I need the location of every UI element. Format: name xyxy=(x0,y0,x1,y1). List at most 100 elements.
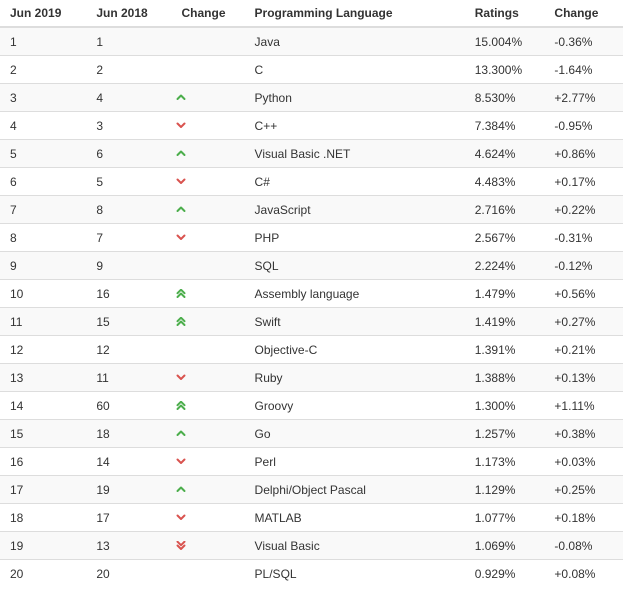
trend-cell xyxy=(172,476,245,504)
table-row: 5 6 Visual Basic .NET 4.624% +0.86% xyxy=(0,140,623,168)
rank-2018-cell: 2 xyxy=(86,56,171,84)
trend-cell xyxy=(172,336,245,364)
rating-cell: 13.300% xyxy=(465,56,545,84)
change-percent-cell: +0.27% xyxy=(544,308,623,336)
change-percent-cell: +0.13% xyxy=(544,364,623,392)
up-chevron-icon xyxy=(176,205,186,215)
change-percent-cell: +0.25% xyxy=(544,476,623,504)
up-chevron-icon xyxy=(176,485,186,495)
rating-cell: 2.716% xyxy=(465,196,545,224)
table-row: 13 11 Ruby 1.388% +0.13% xyxy=(0,364,623,392)
table-row: 10 16 Assembly language 1.479% +0.56% xyxy=(0,280,623,308)
up-double-chevron-icon xyxy=(176,317,186,327)
rating-cell: 1.129% xyxy=(465,476,545,504)
trend-cell xyxy=(172,140,245,168)
trend-cell xyxy=(172,532,245,560)
language-cell: Assembly language xyxy=(245,280,465,308)
rating-cell: 1.069% xyxy=(465,532,545,560)
table-row: 1 1 Java 15.004% -0.36% xyxy=(0,27,623,56)
up-double-chevron-icon xyxy=(176,289,186,299)
change-percent-cell: -1.64% xyxy=(544,56,623,84)
table-row: 8 7 PHP 2.567% -0.31% xyxy=(0,224,623,252)
trend-cell xyxy=(172,280,245,308)
table-row: 3 4 Python 8.530% +2.77% xyxy=(0,84,623,112)
language-cell: PHP xyxy=(245,224,465,252)
change-percent-cell: -0.31% xyxy=(544,224,623,252)
header-jun-2019: Jun 2019 xyxy=(0,0,86,27)
language-cell: JavaScript xyxy=(245,196,465,224)
table-row: 4 3 C++ 7.384% -0.95% xyxy=(0,112,623,140)
header-row: Jun 2019 Jun 2018 Change Programming Lan… xyxy=(0,0,623,27)
language-cell: MATLAB xyxy=(245,504,465,532)
rank-2018-cell: 15 xyxy=(86,308,171,336)
rank-2019-cell: 4 xyxy=(0,112,86,140)
change-percent-cell: +0.21% xyxy=(544,336,623,364)
rank-2018-cell: 12 xyxy=(86,336,171,364)
table-row: 20 20 PL/SQL 0.929% +0.08% xyxy=(0,560,623,588)
down-chevron-icon xyxy=(176,233,186,243)
rank-2018-cell: 7 xyxy=(86,224,171,252)
rating-cell: 15.004% xyxy=(465,27,545,56)
rank-2018-cell: 14 xyxy=(86,448,171,476)
trend-cell xyxy=(172,252,245,280)
language-cell: C# xyxy=(245,168,465,196)
change-percent-cell: +0.38% xyxy=(544,420,623,448)
header-change-percent: Change xyxy=(544,0,623,27)
table-row: 11 15 Swift 1.419% +0.27% xyxy=(0,308,623,336)
trend-cell xyxy=(172,392,245,420)
change-percent-cell: +0.86% xyxy=(544,140,623,168)
language-cell: C++ xyxy=(245,112,465,140)
language-cell: Java xyxy=(245,27,465,56)
header-programming-language: Programming Language xyxy=(245,0,465,27)
change-percent-cell: +0.17% xyxy=(544,168,623,196)
change-percent-cell: +0.22% xyxy=(544,196,623,224)
rating-cell: 1.388% xyxy=(465,364,545,392)
rank-2019-cell: 6 xyxy=(0,168,86,196)
language-cell: SQL xyxy=(245,252,465,280)
table-row: 9 9 SQL 2.224% -0.12% xyxy=(0,252,623,280)
trend-cell xyxy=(172,196,245,224)
change-percent-cell: +0.03% xyxy=(544,448,623,476)
down-chevron-icon xyxy=(176,373,186,383)
down-chevron-icon xyxy=(176,177,186,187)
language-cell: Go xyxy=(245,420,465,448)
header-ratings: Ratings xyxy=(465,0,545,27)
rating-cell: 8.530% xyxy=(465,84,545,112)
rank-2018-cell: 4 xyxy=(86,84,171,112)
trend-cell xyxy=(172,224,245,252)
rank-2018-cell: 20 xyxy=(86,560,171,588)
rank-2019-cell: 17 xyxy=(0,476,86,504)
rating-cell: 1.077% xyxy=(465,504,545,532)
language-cell: Ruby xyxy=(245,364,465,392)
change-percent-cell: -0.36% xyxy=(544,27,623,56)
up-chevron-icon xyxy=(176,93,186,103)
rank-2019-cell: 18 xyxy=(0,504,86,532)
rank-2019-cell: 19 xyxy=(0,532,86,560)
rank-2018-cell: 9 xyxy=(86,252,171,280)
rank-2019-cell: 11 xyxy=(0,308,86,336)
down-double-chevron-icon xyxy=(176,541,186,551)
header-jun-2018: Jun 2018 xyxy=(86,0,171,27)
language-cell: Python xyxy=(245,84,465,112)
language-cell: Perl xyxy=(245,448,465,476)
change-percent-cell: -0.08% xyxy=(544,532,623,560)
trend-cell xyxy=(172,56,245,84)
rank-2019-cell: 10 xyxy=(0,280,86,308)
table-row: 16 14 Perl 1.173% +0.03% xyxy=(0,448,623,476)
rank-2019-cell: 12 xyxy=(0,336,86,364)
rating-cell: 7.384% xyxy=(465,112,545,140)
change-percent-cell: +0.18% xyxy=(544,504,623,532)
rank-2018-cell: 13 xyxy=(86,532,171,560)
rank-2018-cell: 18 xyxy=(86,420,171,448)
language-cell: PL/SQL xyxy=(245,560,465,588)
table-row: 2 2 C 13.300% -1.64% xyxy=(0,56,623,84)
change-percent-cell: +1.11% xyxy=(544,392,623,420)
change-percent-cell: +0.08% xyxy=(544,560,623,588)
table-row: 14 60 Groovy 1.300% +1.11% xyxy=(0,392,623,420)
change-percent-cell: -0.12% xyxy=(544,252,623,280)
down-chevron-icon xyxy=(176,121,186,131)
table-row: 15 18 Go 1.257% +0.38% xyxy=(0,420,623,448)
rank-2019-cell: 15 xyxy=(0,420,86,448)
rank-2018-cell: 1 xyxy=(86,27,171,56)
rank-2019-cell: 8 xyxy=(0,224,86,252)
